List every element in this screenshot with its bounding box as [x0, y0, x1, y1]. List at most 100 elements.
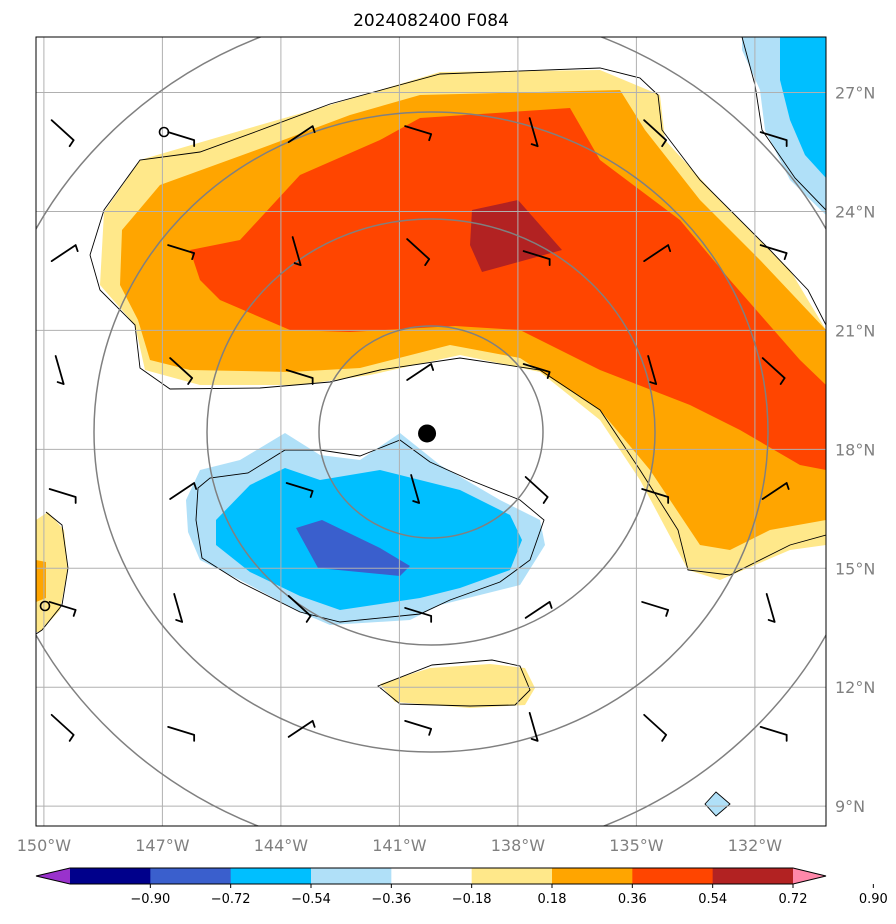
wind-barb — [167, 131, 196, 148]
wind-barb — [761, 482, 790, 500]
wind-barb — [291, 236, 302, 267]
y-tick-label: 15°N — [835, 559, 875, 578]
chart-title: 2024082400 F084 — [353, 11, 509, 31]
wind-barb — [50, 713, 75, 742]
contour-fill-neg-0.36 — [216, 468, 522, 610]
colorbar-tick-label: −0.36 — [371, 892, 411, 907]
wind-barb — [167, 244, 196, 261]
plot-frame — [35, 36, 827, 827]
colorbar-outline — [35, 867, 827, 885]
colorbar-segment — [311, 868, 392, 884]
contour-fill-diamond — [705, 792, 730, 816]
colorbar-segment — [632, 868, 714, 884]
y-tick-label: 21°N — [835, 321, 875, 340]
wind-barb — [759, 244, 788, 261]
filled-contours — [36, 37, 826, 816]
wind-barb — [643, 119, 668, 148]
x-tick-label: 144°W — [254, 836, 309, 855]
contour-lines — [36, 37, 826, 817]
x-tick-label: 138°W — [491, 836, 546, 855]
wind-barb — [528, 711, 539, 742]
wind-barb — [50, 119, 75, 148]
colorbar-segment — [391, 868, 473, 884]
wind-barb — [48, 601, 77, 617]
colorbar: −0.90 −0.72 −0.54 −0.36 −0.18 0.18 0.36 0.54 0.7… — [35, 867, 888, 907]
storm-center-marker — [418, 424, 437, 443]
contour-fill-south — [380, 664, 535, 708]
contour-fill-0.72 — [470, 200, 562, 272]
wind-barb — [524, 601, 553, 619]
calm-markers — [39, 126, 170, 612]
y-tick-label: 18°N — [835, 440, 875, 459]
wind-barb — [285, 482, 314, 498]
wind-barb — [761, 357, 786, 385]
y-tick-label: 12°N — [835, 678, 875, 697]
wind-barb — [404, 719, 433, 736]
y-tick-label: 27°N — [835, 84, 875, 103]
wind-barb — [167, 725, 196, 742]
wind-barb — [404, 125, 433, 142]
wind-barb — [643, 713, 668, 742]
colorbar-extend-low — [36, 868, 70, 884]
contour-fill-neg-0.54 — [296, 520, 410, 576]
colorbar-extend-high — [793, 868, 826, 884]
colorbar-tick-label: −0.90 — [130, 892, 170, 907]
wind-barb — [173, 593, 184, 623]
wind-barb — [287, 125, 316, 144]
y-tick-label: 24°N — [835, 202, 875, 221]
colorbar-segment — [552, 868, 633, 884]
range-rings — [36, 37, 826, 826]
plot-area — [36, 37, 826, 826]
y-tick-labels: 9°N 12°N 15°N 18°N 21°N 24°N 27°N — [835, 84, 875, 817]
colorbar-tick-label: −0.54 — [291, 892, 331, 907]
wind-barb — [406, 238, 431, 267]
x-tick-labels: 150°W 147°W 144°W 141°W 138°W 135°W 132°W — [17, 836, 783, 855]
wind-barb — [169, 357, 194, 385]
y-tick-label: 9°N — [835, 797, 865, 816]
colorbar-tick-label: −0.72 — [211, 892, 251, 907]
colorbar-segment — [471, 868, 553, 884]
colorbar-segment — [712, 868, 794, 884]
colorbar-tick-label: 0.18 — [538, 892, 567, 907]
colorbar-tick-label: −0.18 — [452, 892, 492, 907]
wind-barb — [406, 363, 435, 381]
colorbar-segment — [150, 868, 232, 884]
calm-circle — [39, 600, 51, 612]
wind-barb — [50, 244, 79, 263]
x-tick-label: 141°W — [372, 836, 427, 855]
wind-barb — [759, 131, 788, 148]
calm-circle — [158, 126, 170, 138]
wind-barb — [765, 593, 776, 623]
wind-barb — [759, 725, 788, 742]
colorbar-tick-label: 0.36 — [618, 892, 647, 907]
wind-barb — [522, 363, 551, 379]
wind-barbs — [48, 117, 790, 742]
wind-barb — [524, 476, 549, 504]
wind-barb — [410, 474, 421, 504]
wind-barb — [528, 117, 539, 148]
x-tick-label: 147°W — [135, 836, 190, 855]
x-tick-label: 150°W — [17, 836, 72, 855]
wind-barb — [404, 607, 433, 623]
colorbar-tick-label: 0.54 — [698, 892, 727, 907]
wind-barb — [287, 719, 316, 738]
colorbar-tick-label: 0.72 — [779, 892, 808, 907]
wind-barb — [54, 355, 65, 385]
wind-barb — [647, 355, 658, 385]
colorbar-tick-label: 0.90 — [859, 892, 888, 907]
colorbar-segment — [70, 868, 151, 884]
wind-barb — [643, 244, 672, 263]
wind-barb — [169, 482, 198, 500]
x-tick-label: 135°W — [609, 836, 664, 855]
colorbar-segment — [230, 868, 312, 884]
contour-fill-0.54 — [190, 108, 826, 470]
x-tick-label: 132°W — [728, 836, 783, 855]
wind-barb — [641, 601, 670, 617]
wind-barb — [522, 250, 551, 267]
wind-barb — [641, 488, 670, 504]
wind-barb — [48, 488, 77, 504]
wind-barb — [287, 595, 312, 623]
wind-barb — [285, 369, 314, 385]
grid-lines — [36, 37, 826, 826]
